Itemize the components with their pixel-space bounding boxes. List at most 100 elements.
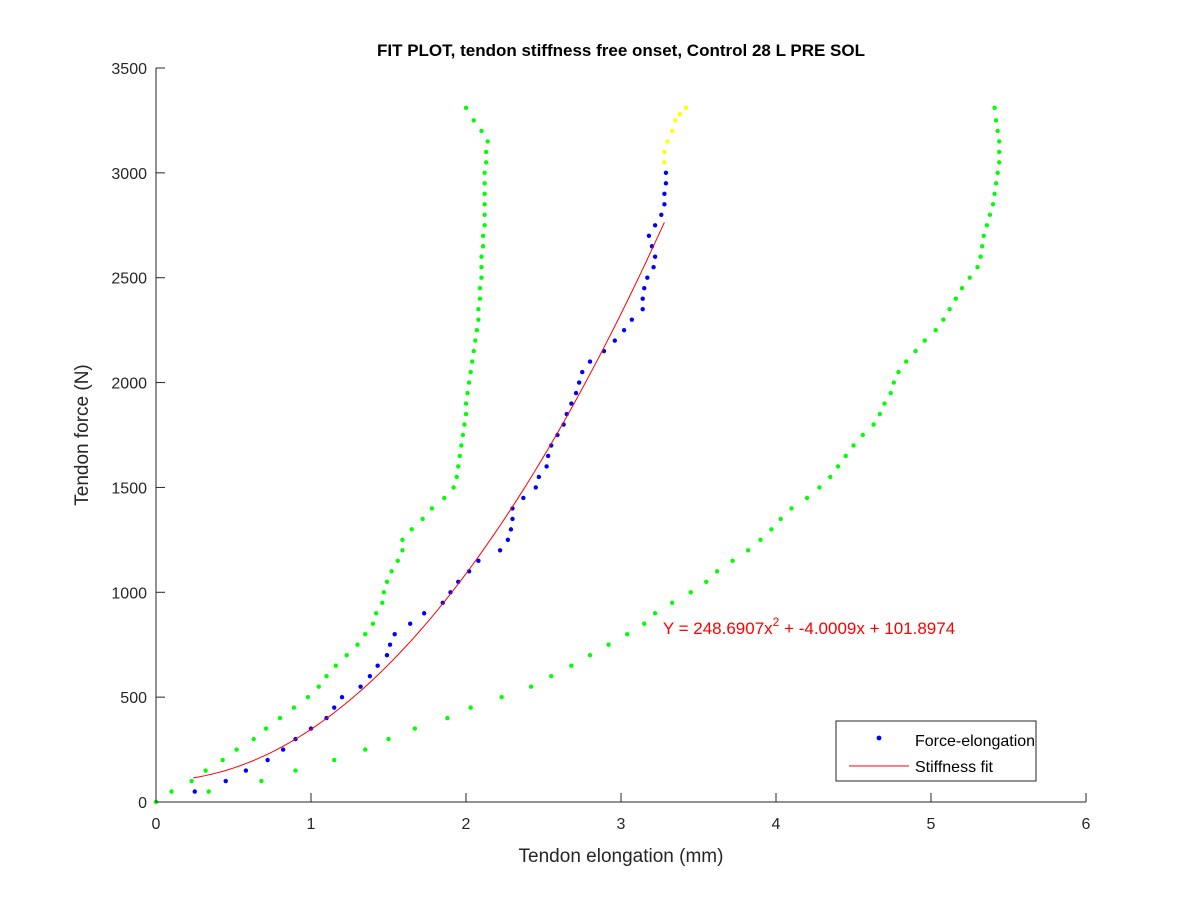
x-tick-label: 1 — [307, 816, 316, 833]
data-point — [688, 590, 693, 595]
y-tick-label: 2000 — [111, 376, 147, 393]
data-point — [277, 715, 283, 721]
data-point — [409, 527, 414, 532]
axes: 0 1 2 3 4 5 6 0 500 1000 1500 2000 2500 3000 3500 — [111, 61, 1090, 833]
data-point — [587, 653, 593, 658]
data-point — [420, 516, 425, 522]
stiffness-fit-curve — [193, 222, 665, 779]
data-point — [545, 453, 551, 459]
data-point — [497, 548, 503, 553]
data-point — [339, 694, 345, 700]
data-point — [421, 611, 427, 616]
x-tick-label: 4 — [772, 816, 781, 833]
data-point — [380, 600, 385, 605]
series-group — [153, 105, 490, 805]
data-point — [468, 369, 473, 375]
data-point — [291, 705, 297, 710]
data-point — [384, 653, 390, 658]
data-point — [804, 495, 810, 501]
data-point — [995, 128, 1000, 134]
x-tick-label: 2 — [462, 816, 471, 833]
data-point — [477, 296, 483, 301]
data-point — [479, 275, 484, 280]
data-point — [659, 212, 664, 217]
data-point — [386, 736, 391, 742]
data-point — [640, 306, 645, 312]
data-point — [621, 327, 627, 333]
data-point — [640, 296, 645, 301]
data-point — [482, 223, 487, 228]
data-point — [332, 705, 337, 710]
data-point — [220, 757, 225, 763]
data-point — [459, 443, 464, 448]
data-point — [373, 611, 379, 616]
data-point — [384, 579, 390, 584]
data-point — [358, 684, 363, 689]
data-point — [474, 327, 480, 333]
legend-label-force-elongation: Force-elongation — [915, 733, 1035, 750]
data-point — [569, 663, 574, 668]
data-point — [665, 139, 670, 144]
data-point — [457, 453, 462, 459]
data-point — [454, 474, 459, 480]
y-tick-label: 2500 — [111, 271, 147, 288]
data-point — [612, 338, 617, 343]
data-point — [363, 747, 368, 752]
data-point — [645, 275, 650, 280]
x-tick-label: 6 — [1082, 816, 1091, 833]
data-point — [466, 380, 472, 385]
data-point — [896, 369, 901, 375]
x-axis-label: Tendon elongation (mm) — [519, 846, 724, 867]
data-point — [355, 642, 360, 647]
data-point — [470, 359, 475, 364]
series-group — [662, 105, 689, 165]
fit-equation-annotation: Y = 248.6907x2 + -4.0009x + 101.8974 — [663, 615, 955, 638]
data-point — [460, 432, 466, 438]
data-point — [508, 527, 514, 532]
data-point — [933, 327, 938, 333]
data-point — [652, 611, 658, 616]
plot-area — [153, 105, 1002, 805]
data-point — [206, 789, 211, 794]
data-point — [662, 149, 667, 155]
data-point — [789, 506, 794, 511]
data-point — [975, 265, 980, 270]
x-tick-label: 0 — [152, 816, 161, 833]
data-point — [392, 632, 397, 637]
series-group — [206, 105, 1002, 794]
data-point — [333, 663, 338, 668]
data-point — [465, 390, 470, 396]
data-point — [451, 485, 456, 490]
data-point — [587, 359, 593, 364]
data-point — [967, 275, 972, 280]
data-point — [521, 495, 526, 501]
data-point — [959, 286, 965, 291]
fit-equation-exponent: 2 — [773, 615, 780, 629]
data-point — [992, 105, 997, 111]
data-point — [995, 170, 1000, 176]
data-point — [646, 233, 652, 238]
data-point — [913, 348, 918, 354]
data-point — [891, 380, 896, 385]
data-point — [482, 202, 487, 207]
data-point — [463, 105, 469, 111]
legend-marker-force-elongation — [876, 735, 882, 741]
data-point — [480, 244, 486, 249]
data-point — [573, 390, 579, 396]
y-tick-label: 3000 — [111, 166, 147, 183]
data-point — [476, 558, 481, 564]
data-point — [997, 160, 1002, 165]
data-point — [479, 254, 484, 259]
y-tick-label: 1500 — [111, 480, 147, 497]
data-point — [990, 202, 996, 207]
data-point — [987, 212, 993, 217]
data-point — [462, 422, 467, 427]
data-point — [483, 160, 489, 165]
data-point — [860, 432, 865, 438]
data-point — [549, 673, 554, 679]
y-tick-label: 0 — [138, 795, 147, 812]
data-point — [544, 464, 549, 469]
data-point — [456, 464, 461, 469]
x-tick-label: 5 — [927, 816, 936, 833]
